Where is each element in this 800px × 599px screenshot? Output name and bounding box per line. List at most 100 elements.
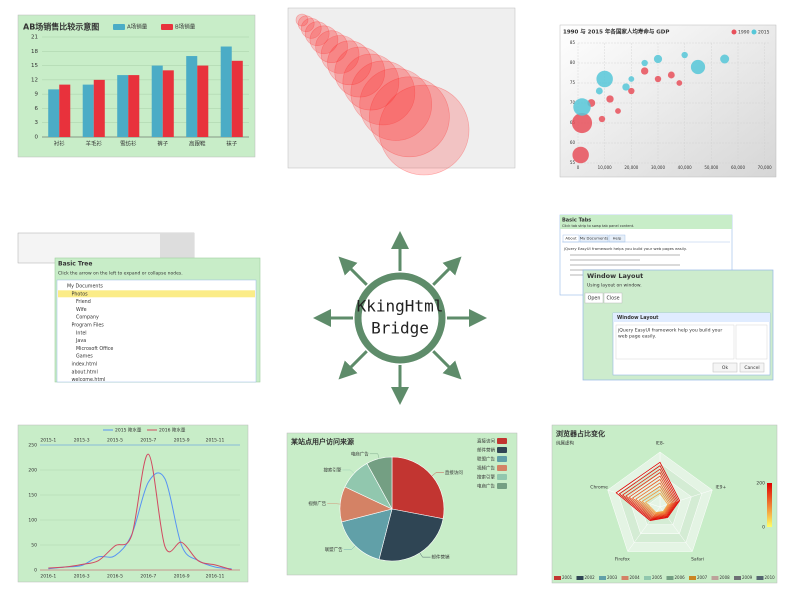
scatter-point	[595, 87, 603, 95]
legend-swatch	[554, 576, 561, 580]
panel	[287, 7, 516, 169]
y-tick-label: 12	[31, 77, 38, 83]
tabs-header	[560, 215, 732, 229]
x-tick-label: 2016-7	[140, 574, 156, 580]
y-tick-label: 6	[35, 106, 39, 112]
radar-series	[641, 489, 670, 514]
bar	[197, 65, 209, 137]
legend-label: A场销量	[127, 23, 148, 31]
pie-slice	[341, 508, 393, 560]
x-tick-label: 2016-3	[74, 574, 90, 580]
legend-label: 邮件营销	[477, 447, 495, 454]
x2-tick-label: 2015-7	[140, 438, 156, 444]
legend-swatch	[497, 447, 507, 453]
legend-label: 2002	[585, 575, 596, 580]
legend-swatch	[689, 576, 696, 580]
line-series	[48, 453, 232, 571]
tree-node: Games	[76, 354, 93, 360]
tabs-description: Click tab strip to swap tab panel conten…	[562, 224, 634, 228]
scatter-point	[628, 76, 635, 82]
legend-label: 2016 降水量	[159, 427, 186, 434]
scatter-point	[628, 87, 635, 95]
legend-swatch	[666, 576, 674, 580]
leader-line	[431, 472, 444, 477]
x-tick-label: 60,000	[731, 165, 745, 170]
y-tick-label: 3	[35, 120, 39, 126]
bubble	[315, 30, 348, 63]
scatter-point	[572, 146, 589, 164]
x-tick-label: 2016-5	[107, 574, 123, 580]
x-tick-label: 羊毛衫	[85, 140, 102, 148]
bubble	[327, 40, 372, 86]
bar	[162, 70, 174, 137]
legend-swatch	[497, 465, 507, 471]
button[interactable]	[584, 292, 604, 304]
radar-series	[622, 468, 678, 520]
chart-subtitle: 纯属虚构	[556, 440, 574, 447]
pie-slice	[378, 508, 444, 562]
inner-text: jQuery EasyUI framework help you build y…	[617, 328, 722, 334]
bar	[186, 56, 198, 137]
inner-text: web page easily.	[618, 334, 656, 340]
y-tick-label: 80	[570, 60, 576, 65]
legend-swatch	[756, 576, 764, 580]
y-tick-label: 75	[570, 80, 576, 85]
tree-node: Company	[76, 315, 99, 321]
bubble	[350, 60, 416, 126]
logo-arrow	[432, 256, 462, 286]
scatter-point	[690, 59, 706, 75]
bar	[82, 84, 94, 137]
bar	[48, 89, 60, 137]
bar	[117, 75, 129, 137]
chart-title: 某站点用户访问来源	[290, 437, 354, 446]
bubble	[369, 76, 450, 158]
indicator-label: Firefox	[615, 556, 630, 562]
tabs-title: Basic Tabs	[562, 218, 591, 224]
legend-swatch	[497, 474, 507, 480]
legend-swatch	[497, 483, 507, 489]
indicator-label: IE9+	[715, 485, 726, 491]
y-tick-label: 250	[28, 443, 37, 449]
scatter-point	[641, 59, 648, 67]
tree-node: Program Files	[72, 323, 105, 329]
y-tick-label: 0	[35, 135, 39, 141]
legend-label: 联盟广告	[477, 456, 495, 463]
leader-line	[419, 552, 431, 558]
button[interactable]	[603, 292, 623, 304]
chart-title: 1990 与 2015 年各国家人均寿命与 GDP	[563, 28, 669, 36]
radar-series	[644, 492, 669, 513]
radar-series	[638, 485, 671, 515]
legend-label: 2001	[562, 575, 573, 580]
legend-label: 2015	[758, 30, 770, 36]
button[interactable]	[739, 362, 765, 373]
chart-title: 浏览器占比变化	[556, 429, 605, 438]
bubble	[295, 13, 309, 27]
y-tick-label: 15	[31, 63, 38, 69]
tree-node: Friend	[76, 299, 91, 305]
scatter-point	[606, 95, 614, 103]
logo: KkingHtml Bridge	[354, 272, 446, 364]
button[interactable]	[712, 362, 738, 373]
visual-map	[767, 483, 772, 527]
scatter-point	[720, 54, 730, 64]
tree-node: Wife	[76, 307, 87, 313]
tab-label: My Documents	[580, 236, 608, 241]
button-label: Cancel	[744, 365, 759, 371]
x-tick-label: 70,000	[758, 165, 772, 170]
y-tick-label: 18	[31, 49, 38, 55]
tabs-content: jQuery EasyUI framework helps you build …	[563, 246, 687, 251]
x2-tick-label: 2015-3	[74, 438, 90, 444]
scatter-point	[654, 75, 662, 83]
scatter-point	[573, 98, 591, 116]
legend-label: 视频广告	[477, 465, 495, 472]
y-tick-label: 200	[28, 468, 37, 474]
slice-label: 搜索引擎	[323, 466, 341, 473]
logo-arrow	[338, 256, 368, 286]
logo-arrow	[432, 350, 462, 380]
legend-swatch	[576, 576, 584, 580]
tree-node: welcome.html	[72, 377, 106, 383]
bubble	[320, 35, 360, 74]
logo-line: KkingHtml	[357, 297, 444, 316]
scatter-point	[676, 80, 683, 86]
bar	[151, 65, 163, 137]
